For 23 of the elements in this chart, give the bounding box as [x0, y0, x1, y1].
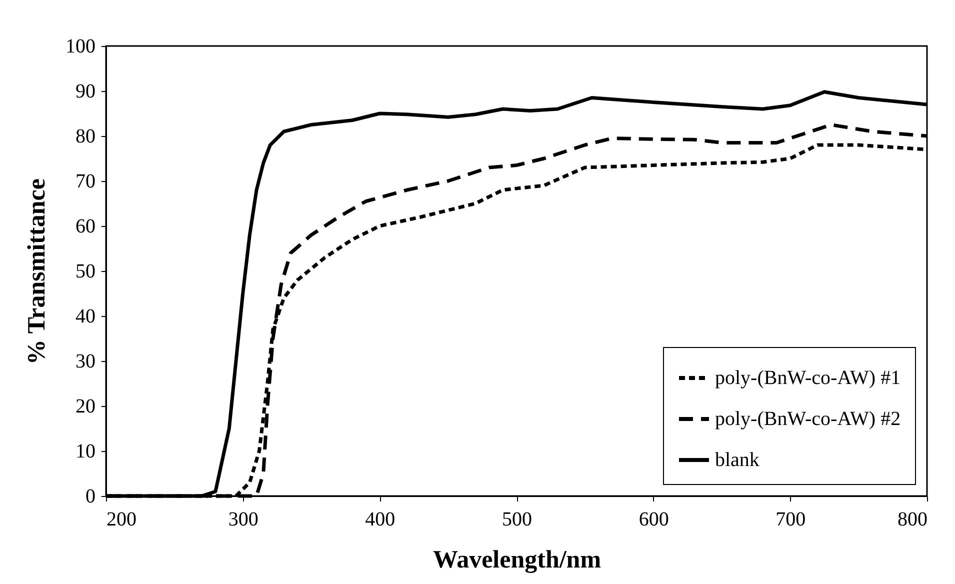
y-tick-label: 60: [76, 216, 96, 238]
x-tick-label: 500: [502, 508, 532, 530]
x-tick-label: 400: [365, 508, 396, 530]
y-tick-label: 50: [76, 260, 96, 282]
legend-label: poly-(BnW-co-AW) #1: [715, 367, 901, 389]
x-tick-label: 300: [228, 508, 258, 530]
y-tick-label: 100: [66, 36, 96, 58]
x-tick-label: 700: [776, 508, 806, 530]
y-tick-label: 0: [86, 486, 96, 508]
x-tick-label: 600: [638, 508, 669, 530]
y-tick-label: 20: [76, 396, 96, 418]
y-tick-label: 90: [76, 80, 96, 102]
y-tick-label: 80: [76, 126, 96, 148]
legend-label: poly-(BnW-co-AW) #2: [715, 408, 901, 430]
y-tick-label: 30: [76, 350, 96, 372]
y-axis-title: % Transmittance: [24, 178, 50, 364]
y-tick-label: 70: [76, 170, 96, 192]
x-tick-label: 800: [898, 508, 928, 530]
y-tick-label: 40: [76, 306, 96, 328]
x-tick-label: 200: [106, 508, 136, 530]
y-tick-label: 10: [76, 440, 96, 462]
legend-label: blank: [715, 449, 760, 471]
x-axis-title: Wavelength/nm: [432, 546, 602, 574]
